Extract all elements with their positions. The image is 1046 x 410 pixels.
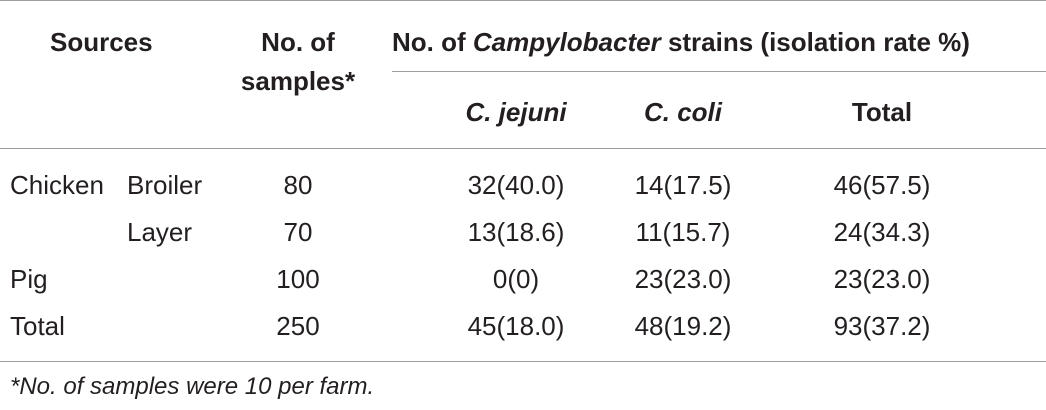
header-samples-line1: No. of [261, 27, 335, 57]
cell-jejuni: 0(0) [492, 264, 540, 294]
subheader-total: Total [851, 97, 913, 127]
cell-samples: 70 [283, 217, 313, 247]
header-bottom-rule [0, 148, 1046, 149]
subheader-coli: C. coli [643, 97, 723, 127]
table-bottom-rule [0, 361, 1046, 362]
table-footnote: *No. of samples were 10 per farm. [10, 373, 375, 400]
subheader-jejuni: C. jejuni [465, 97, 567, 127]
strains-header-rule [392, 71, 1046, 72]
top-rule [0, 0, 1046, 1]
cell-samples: 100 [276, 264, 320, 294]
cell-coli: 48(19.2) [634, 311, 732, 341]
header-strains: No. of Campylobacter strains (isolation … [392, 27, 970, 57]
header-strains-suffix: strains (isolation rate %) [660, 27, 970, 57]
cell-coli: 23(23.0) [634, 264, 732, 294]
cell-coli: 11(15.7) [635, 217, 731, 247]
cell-samples: 250 [276, 311, 320, 341]
header-strains-prefix: No. of [392, 27, 473, 57]
header-sources: Sources [50, 27, 153, 57]
cell-samples: 80 [283, 170, 313, 200]
cell-source: Total [10, 311, 65, 341]
cell-jejuni: 13(18.6) [467, 217, 565, 247]
cell-total: 93(37.2) [833, 311, 931, 341]
cell-type: Broiler [127, 170, 203, 200]
cell-jejuni: 45(18.0) [467, 311, 565, 341]
cell-source: Chicken [10, 170, 104, 200]
header-samples-line2: samples* [240, 66, 356, 96]
cell-source: Pig [10, 264, 48, 294]
cell-total: 24(34.3) [833, 217, 931, 247]
cell-total: 46(57.5) [833, 170, 931, 200]
cell-coli: 14(17.5) [634, 170, 732, 200]
header-strains-genus: Campylobacter [472, 27, 661, 57]
cell-type: Layer [127, 217, 193, 247]
cell-jejuni: 32(40.0) [467, 170, 565, 200]
cell-total: 23(23.0) [833, 264, 931, 294]
